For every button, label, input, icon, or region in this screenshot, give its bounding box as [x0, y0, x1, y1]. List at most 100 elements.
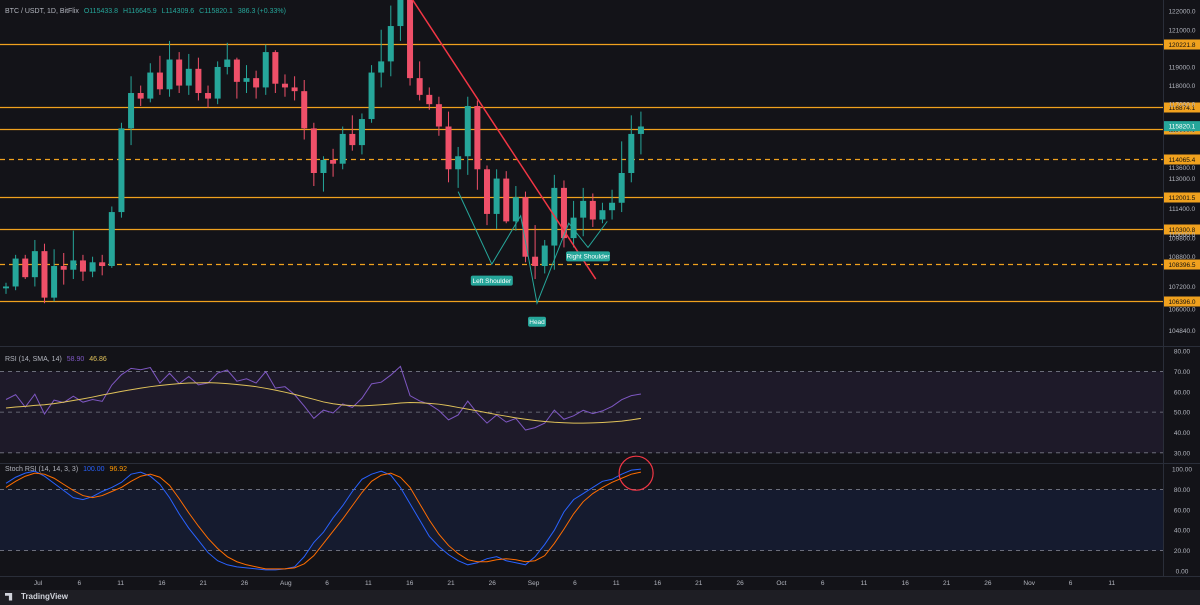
- candle-body[interactable]: [474, 106, 481, 170]
- stoch-axis-label: 80.00: [1174, 487, 1191, 494]
- candle-body[interactable]: [532, 256, 539, 267]
- candle-body[interactable]: [580, 200, 587, 218]
- candle-body[interactable]: [310, 128, 317, 173]
- candle-body[interactable]: [195, 68, 202, 94]
- candles[interactable]: [3, 0, 644, 304]
- candle-body[interactable]: [185, 68, 192, 86]
- level-tag-114065.4: [1164, 154, 1200, 165]
- price-axis[interactable]: 122000.0 121000.0 119000.0 118000.0 117000.0…: [1164, 9, 1200, 576]
- candle-body[interactable]: [205, 93, 212, 99]
- legend-open: O115433.8: [83, 8, 118, 15]
- price-axis-label: 118000.0: [1169, 83, 1196, 90]
- price-axis-label: 110000.0: [1169, 232, 1196, 239]
- highlight-circle[interactable]: [618, 455, 654, 491]
- stoch-legend[interactable]: Stoch RSI (14, 14, 3, 3) 100.00 96.92: [5, 466, 130, 473]
- candle-body[interactable]: [51, 266, 58, 298]
- candle-body[interactable]: [464, 106, 471, 157]
- candle-body[interactable]: [233, 59, 240, 82]
- candle-body[interactable]: [503, 178, 510, 222]
- candle-body[interactable]: [137, 93, 144, 99]
- candle-body[interactable]: [493, 178, 500, 214]
- rsi-legend[interactable]: RSI (14, SMA, 14) 58.90 46.86: [5, 356, 110, 363]
- rsi-label[interactable]: RSI (14, SMA, 14): [5, 356, 62, 363]
- candle-body[interactable]: [330, 159, 337, 164]
- candle-body[interactable]: [89, 262, 96, 272]
- stoch-d-line[interactable]: [5, 471, 642, 570]
- stoch-k-line[interactable]: [5, 468, 641, 571]
- candle-body[interactable]: [166, 59, 173, 90]
- candle-body[interactable]: [147, 72, 154, 99]
- candle-body[interactable]: [628, 133, 635, 173]
- candle-body[interactable]: [368, 72, 375, 120]
- candle-body[interactable]: [618, 173, 625, 203]
- candle-body[interactable]: [262, 52, 269, 88]
- left-shoulder-tag[interactable]: Left Shoulder: [470, 275, 513, 286]
- stoch-rsi-pane[interactable]: [0, 468, 1163, 571]
- candle-body[interactable]: [589, 200, 596, 220]
- candle-body[interactable]: [484, 169, 490, 214]
- candle-body[interactable]: [512, 197, 519, 222]
- candle-body[interactable]: [541, 245, 548, 267]
- rsi-sma-line[interactable]: [5, 382, 641, 424]
- candle-body[interactable]: [70, 260, 77, 270]
- symbol-name[interactable]: BTC / USDT, 1D, BitFlix: [5, 8, 79, 15]
- candle-body[interactable]: [60, 266, 67, 270]
- candle-body[interactable]: [416, 78, 423, 95]
- candle-body[interactable]: [407, 0, 414, 79]
- tradingview-logo[interactable]: TradingView: [5, 592, 68, 601]
- candle-body[interactable]: [214, 66, 221, 99]
- time-axis[interactable]: Jul 6 11 16 21 26 Aug 6 11 16 21 26 Sep 6 11 16 21 26 Oct 6…: [34, 580, 1116, 587]
- price-axis-label: 119000.0: [1169, 64, 1196, 71]
- head-and-shoulders-outline[interactable]: [457, 191, 608, 306]
- descending-trendline[interactable]: [396, 0, 597, 280]
- price-axis-label: 113000.0: [1169, 176, 1196, 183]
- stoch-label[interactable]: Stoch RSI (14, 14, 3, 3): [5, 466, 79, 473]
- rsi-line[interactable]: [5, 365, 642, 431]
- candle-body[interactable]: [12, 258, 19, 287]
- candle-body[interactable]: [358, 119, 365, 146]
- candle-body[interactable]: [176, 59, 183, 86]
- candle-body[interactable]: [22, 258, 29, 278]
- candle-body[interactable]: [445, 126, 452, 170]
- candle-body[interactable]: [397, 0, 404, 27]
- candle-body[interactable]: [301, 91, 308, 129]
- candle-body[interactable]: [31, 251, 38, 278]
- candle-body[interactable]: [609, 202, 616, 211]
- price-levels[interactable]: 120221.8116874.1115688.5114065.4112001.5…: [0, 39, 1200, 307]
- candle-body[interactable]: [426, 94, 433, 105]
- rsi-pane[interactable]: [0, 365, 1163, 454]
- candle-body[interactable]: [128, 93, 135, 129]
- candle-body[interactable]: [291, 87, 298, 92]
- candle-body[interactable]: [118, 128, 125, 213]
- candle-body[interactable]: [79, 260, 86, 272]
- candle-body[interactable]: [243, 78, 250, 82]
- candle-body[interactable]: [522, 197, 529, 257]
- candle-body[interactable]: [99, 262, 106, 267]
- candle-body[interactable]: [339, 133, 346, 164]
- candle-body[interactable]: [349, 133, 356, 146]
- time-axis-label: 11: [365, 580, 372, 587]
- candle-body[interactable]: [387, 26, 394, 62]
- candle-body[interactable]: [3, 286, 9, 289]
- candle-body[interactable]: [253, 78, 260, 88]
- candle-body[interactable]: [435, 104, 442, 127]
- candle-body[interactable]: [570, 217, 577, 239]
- candle-body[interactable]: [637, 126, 644, 134]
- candle-body[interactable]: [599, 210, 606, 220]
- candle-body[interactable]: [108, 212, 115, 267]
- trendline-group[interactable]: [396, 0, 597, 280]
- candle-body[interactable]: [378, 61, 385, 73]
- head-tag[interactable]: Head: [528, 316, 547, 327]
- candle-body[interactable]: [281, 83, 288, 88]
- right-shoulder-tag[interactable]: Right Shoulder: [566, 251, 610, 262]
- candle-body[interactable]: [156, 72, 163, 90]
- head-and-shoulders-pattern[interactable]: Left Shoulder Head Right Shoulder: [457, 191, 610, 327]
- candle-body[interactable]: [560, 187, 567, 239]
- candle-body[interactable]: [272, 52, 279, 84]
- symbol-legend[interactable]: BTC / USDT, 1D, BitFlix O115433.8 H11664…: [5, 8, 289, 15]
- candle-body[interactable]: [224, 59, 231, 67]
- candle-body[interactable]: [455, 156, 462, 170]
- candle-body[interactable]: [41, 251, 48, 298]
- candle-body[interactable]: [320, 159, 327, 173]
